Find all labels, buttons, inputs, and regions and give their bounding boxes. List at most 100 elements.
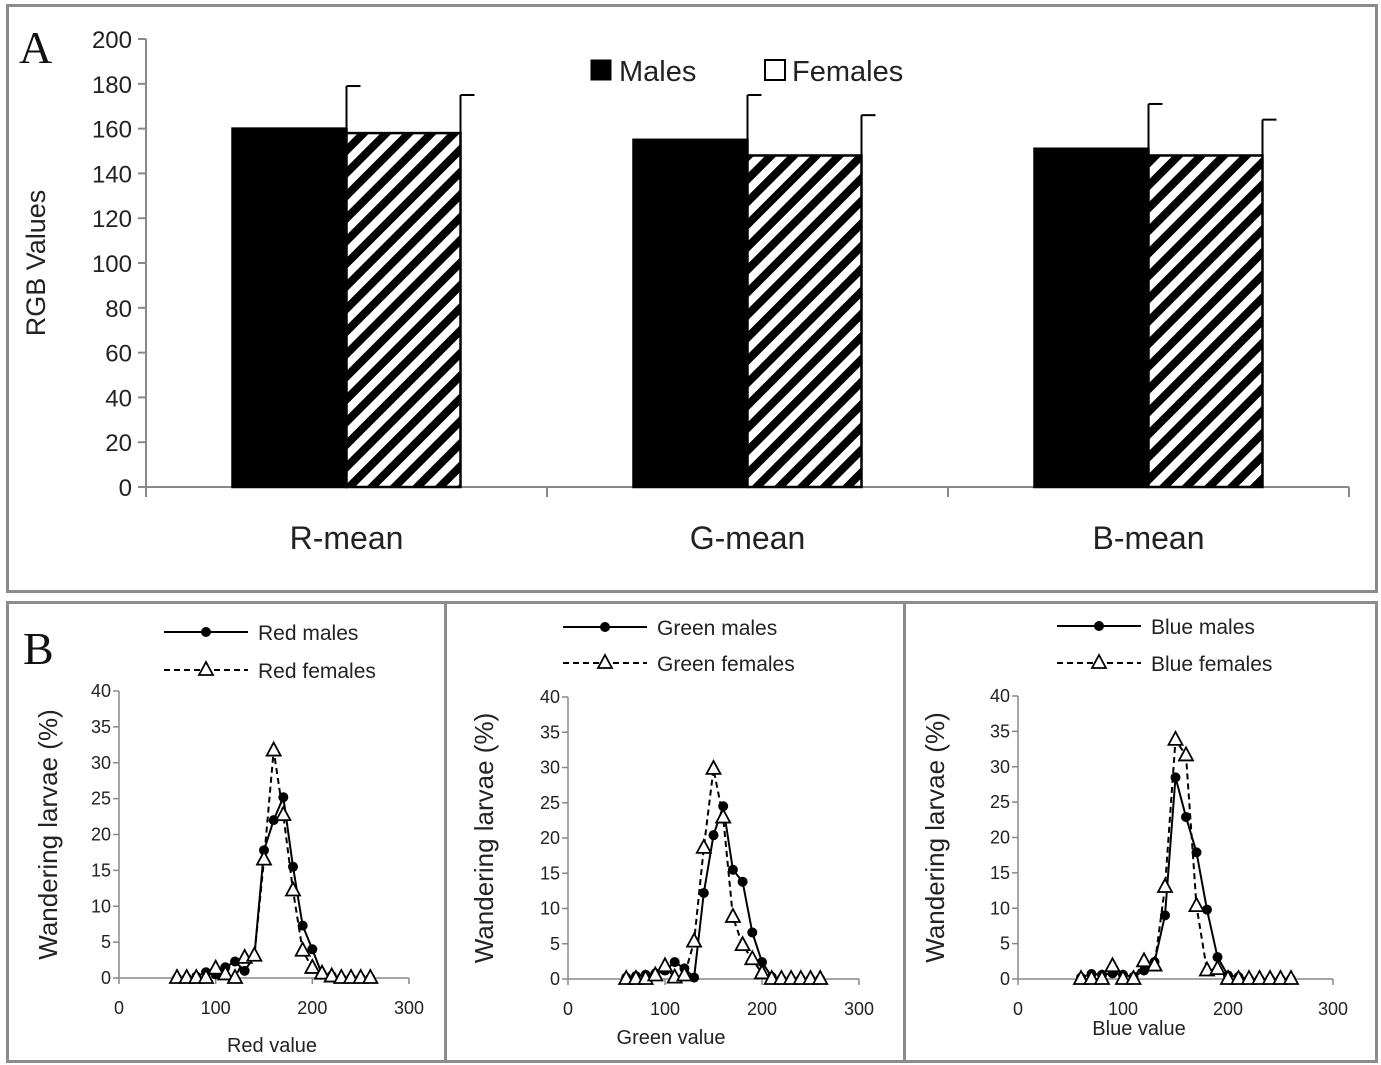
- panel-a-letter: A: [19, 22, 52, 73]
- data-point-females: [675, 965, 693, 982]
- data-point-females: [216, 964, 234, 981]
- data-point-males: [1139, 965, 1149, 976]
- data-point-females: [1072, 969, 1090, 985]
- x-category-label: G-mean: [690, 520, 806, 556]
- data-point-females: [303, 958, 321, 974]
- y-tick-label: 180: [92, 72, 132, 99]
- data-point-females: [323, 966, 341, 983]
- y-tick-label: 25: [91, 789, 111, 809]
- data-point-males: [307, 944, 318, 955]
- legend-marker-males: [1094, 621, 1104, 631]
- x-tick-label: 100: [650, 999, 680, 1019]
- panel-b-letter: B: [23, 623, 54, 674]
- y-tick-label: 30: [990, 757, 1010, 777]
- data-point-males: [698, 887, 709, 898]
- data-point-males: [1212, 952, 1223, 963]
- data-point-males: [1160, 910, 1170, 921]
- data-point-females: [197, 968, 215, 984]
- y-tick-label: 35: [990, 721, 1010, 741]
- y-tick-label: 100: [92, 251, 132, 278]
- y-tick-label: 40: [105, 385, 132, 412]
- x-tick-label: 0: [114, 998, 124, 1018]
- panel-b-blue-chart: 0 5 10 15 20 25 30 35 40 0 100 200 300 Blue value Wand…: [903, 601, 1378, 1063]
- legend-label-males: Red males: [258, 622, 358, 645]
- data-point-females: [1166, 729, 1185, 746]
- data-point-males: [297, 920, 308, 931]
- legend-label-females: Females: [792, 56, 903, 88]
- panel-b-green-chart: 0 5 10 15 20 25 30 35 40 0 100 200 300 Green value Wan…: [444, 601, 906, 1063]
- data-point-females: [743, 949, 761, 966]
- data-point-females: [704, 759, 723, 775]
- data-point-females: [1135, 951, 1153, 968]
- data-point-females: [1261, 969, 1279, 985]
- x-axis-title: Blue value: [1092, 1018, 1185, 1040]
- data-point-females: [1240, 969, 1258, 985]
- data-point-males: [727, 864, 738, 875]
- data-point-females: [1093, 969, 1111, 985]
- y-tick-label: 20: [990, 828, 1010, 848]
- y-tick-label: 0: [550, 969, 560, 989]
- bar-males: [1033, 147, 1150, 489]
- data-point-females: [734, 935, 752, 952]
- legend-label-males: Males: [619, 56, 696, 88]
- x-category-label: R-mean: [290, 520, 404, 556]
- bar-females: [345, 131, 462, 489]
- data-point-females: [226, 968, 244, 984]
- legend-marker-females: [197, 660, 215, 676]
- data-point-females: [1082, 969, 1101, 985]
- x-tick-label: 300: [394, 998, 424, 1018]
- data-point-females: [313, 963, 331, 980]
- data-point-males: [239, 965, 250, 976]
- y-tick-label: 120: [92, 206, 132, 233]
- y-tick-label: 35: [91, 717, 111, 737]
- x-tick-label: 300: [844, 999, 874, 1019]
- legend-marker-males: [201, 627, 211, 637]
- y-tick-label: 5: [550, 934, 560, 954]
- y-tick-label: 30: [540, 758, 560, 778]
- data-point-females: [1145, 955, 1164, 972]
- data-point-females: [724, 907, 742, 923]
- x-tick-label: 100: [201, 998, 231, 1018]
- series-line-females: [626, 768, 821, 980]
- data-point-females: [1177, 745, 1195, 762]
- data-point-females: [685, 931, 703, 948]
- data-point-females: [1271, 969, 1290, 985]
- y-tick-label: 15: [540, 863, 560, 883]
- panel-b-red-chart: B 0 5 10 15 20 25 30 35 40 0 100 200 300 Red value Wan…: [6, 601, 447, 1063]
- y-tick-label: 10: [990, 898, 1010, 918]
- data-point-males: [1191, 847, 1202, 858]
- x-category-label: B-mean: [1092, 520, 1204, 556]
- data-point-females: [1114, 969, 1132, 985]
- data-point-females: [1187, 896, 1206, 913]
- data-point-males: [230, 956, 240, 967]
- blue-distribution-chart: 0 5 10 15 20 25 30 35 40 0 100 200 300 Blue value Wand…: [920, 616, 1348, 1040]
- series-line-males: [626, 805, 821, 980]
- legend-label-males: Blue males: [1151, 616, 1255, 639]
- y-tick-label: 40: [540, 687, 560, 707]
- data-point-females: [714, 807, 732, 824]
- data-point-females: [646, 965, 664, 982]
- data-point-females: [1229, 969, 1248, 985]
- series-line-females: [177, 750, 371, 980]
- data-point-females: [1282, 969, 1300, 985]
- x-tick-label: 0: [563, 999, 573, 1019]
- data-point-males: [1202, 904, 1212, 915]
- y-tick-label: 35: [540, 722, 560, 742]
- data-point-females: [207, 958, 225, 975]
- series-line-males: [1080, 777, 1291, 980]
- legend-label-females: Blue females: [1151, 653, 1272, 676]
- data-point-males: [1181, 811, 1191, 822]
- y-tick-label: 80: [105, 296, 132, 323]
- data-point-females: [284, 880, 302, 897]
- y-tick-label: 160: [92, 117, 132, 144]
- data-point-females: [245, 945, 263, 962]
- legend-marker-females: [596, 653, 614, 669]
- data-point-males: [747, 927, 758, 938]
- data-point-females: [1156, 877, 1174, 893]
- data-point-females: [753, 963, 771, 980]
- data-point-males: [288, 861, 298, 872]
- rgb-bar-chart: A 0 20 40 60 80 100 120 140 160 180 200 RGB Values R…: [19, 22, 1350, 556]
- y-axis-title: Wandering larvae (%): [469, 713, 499, 963]
- data-point-females: [656, 956, 674, 973]
- data-point-females: [274, 805, 292, 822]
